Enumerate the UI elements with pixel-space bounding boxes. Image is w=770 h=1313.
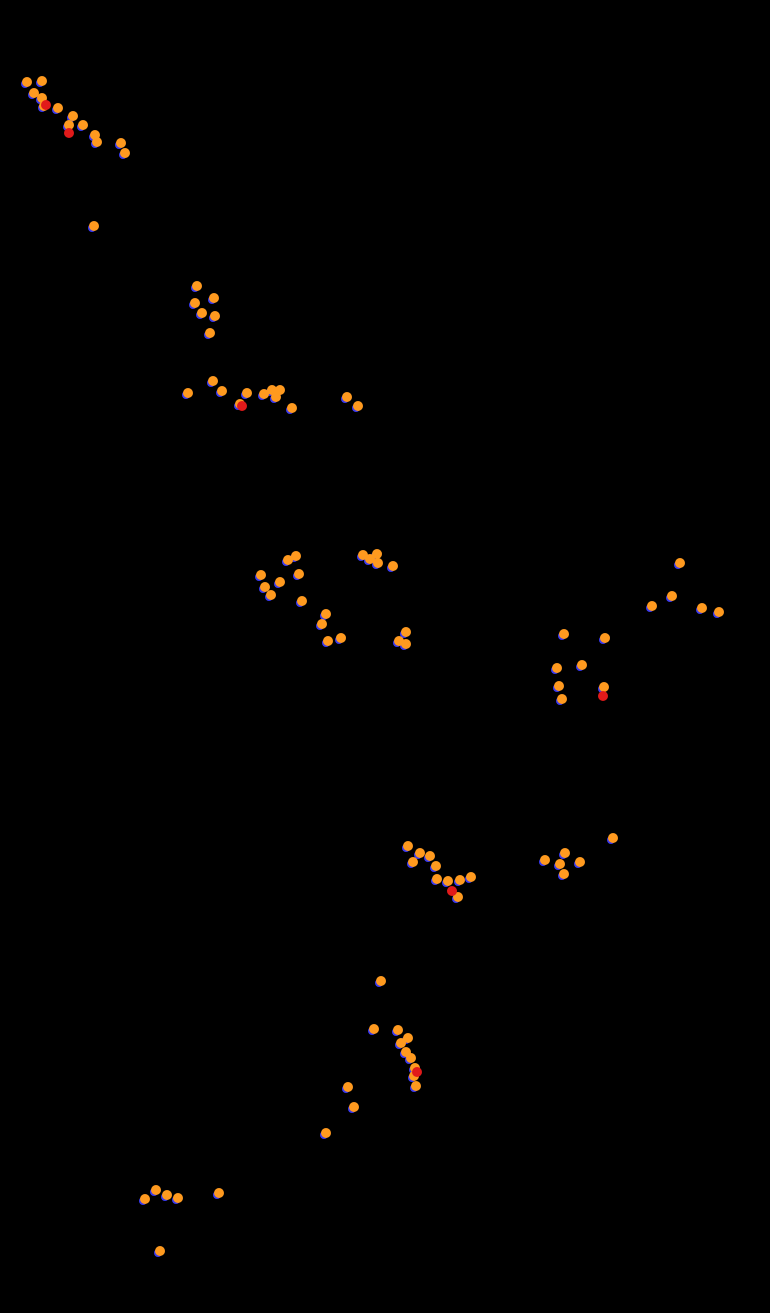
scatter-point-primary — [401, 639, 411, 649]
scatter-point-primary — [577, 660, 587, 670]
scatter-point-primary — [411, 1081, 421, 1091]
scatter-point-primary — [275, 385, 285, 395]
scatter-point-primary — [388, 561, 398, 571]
scatter-point-primary — [555, 859, 565, 869]
scatter-point-primary — [349, 1102, 359, 1112]
scatter-point-primary — [140, 1194, 150, 1204]
scatter-point-primary — [675, 558, 685, 568]
scatter-point-primary — [353, 401, 363, 411]
scatter-point-primary — [209, 293, 219, 303]
scatter-point-primary — [425, 851, 435, 861]
scatter-point-primary — [323, 636, 333, 646]
scatter-point-primary — [205, 328, 215, 338]
scatter-point-primary — [540, 855, 550, 865]
scatter-point-primary — [343, 1082, 353, 1092]
scatter-point-primary — [183, 388, 193, 398]
scatter-point-accent — [447, 886, 457, 896]
scatter-point-primary — [554, 681, 564, 691]
scatter-point-primary — [68, 111, 78, 121]
scatter-point-primary — [455, 875, 465, 885]
scatter-point-accent — [64, 128, 74, 138]
scatter-point-primary — [600, 633, 610, 643]
scatter-point-primary — [667, 591, 677, 601]
scatter-point-primary — [242, 388, 252, 398]
scatter-point-primary — [22, 77, 32, 87]
scatter-point-accent — [412, 1067, 422, 1077]
scatter-point-accent — [41, 100, 51, 110]
scatter-point-primary — [406, 1053, 416, 1063]
scatter-point-primary — [287, 403, 297, 413]
scatter-point-primary — [53, 103, 63, 113]
scatter-point-primary — [78, 120, 88, 130]
scatter-point-primary — [321, 1128, 331, 1138]
scatter-point-primary — [376, 976, 386, 986]
scatter-plot — [0, 0, 770, 1313]
scatter-point-primary — [155, 1246, 165, 1256]
scatter-point-primary — [559, 629, 569, 639]
scatter-point-primary — [403, 1033, 413, 1043]
scatter-point-primary — [432, 874, 442, 884]
scatter-point-primary — [608, 833, 618, 843]
scatter-point-primary — [408, 857, 418, 867]
scatter-point-primary — [266, 590, 276, 600]
scatter-point-primary — [403, 841, 413, 851]
scatter-point-primary — [89, 221, 99, 231]
scatter-point-primary — [714, 607, 724, 617]
scatter-point-primary — [552, 663, 562, 673]
scatter-point-primary — [431, 861, 441, 871]
scatter-point-primary — [162, 1190, 172, 1200]
scatter-point-primary — [294, 569, 304, 579]
scatter-point-primary — [443, 876, 453, 886]
scatter-point-primary — [647, 601, 657, 611]
scatter-point-primary — [697, 603, 707, 613]
scatter-point-primary — [297, 596, 307, 606]
scatter-point-primary — [373, 558, 383, 568]
scatter-point-primary — [291, 551, 301, 561]
scatter-point-accent — [598, 691, 608, 701]
scatter-point-primary — [214, 1188, 224, 1198]
scatter-point-primary — [92, 137, 102, 147]
scatter-point-primary — [275, 577, 285, 587]
scatter-point-primary — [210, 311, 220, 321]
scatter-point-primary — [317, 619, 327, 629]
scatter-point-primary — [321, 609, 331, 619]
scatter-point-primary — [336, 633, 346, 643]
scatter-point-primary — [415, 848, 425, 858]
scatter-point-primary — [342, 392, 352, 402]
scatter-point-primary — [557, 694, 567, 704]
scatter-point-primary — [190, 298, 200, 308]
scatter-point-primary — [120, 148, 130, 158]
scatter-point-primary — [466, 872, 476, 882]
scatter-point-primary — [116, 138, 126, 148]
scatter-point-primary — [192, 281, 202, 291]
scatter-point-primary — [151, 1185, 161, 1195]
scatter-point-primary — [560, 848, 570, 858]
scatter-point-primary — [393, 1025, 403, 1035]
scatter-point-primary — [369, 1024, 379, 1034]
scatter-point-primary — [208, 376, 218, 386]
scatter-point-primary — [559, 869, 569, 879]
scatter-point-primary — [217, 386, 227, 396]
scatter-point-primary — [173, 1193, 183, 1203]
scatter-point-primary — [37, 76, 47, 86]
scatter-point-primary — [256, 570, 266, 580]
scatter-point-accent — [237, 401, 247, 411]
scatter-point-primary — [575, 857, 585, 867]
scatter-point-primary — [401, 627, 411, 637]
scatter-point-primary — [197, 308, 207, 318]
